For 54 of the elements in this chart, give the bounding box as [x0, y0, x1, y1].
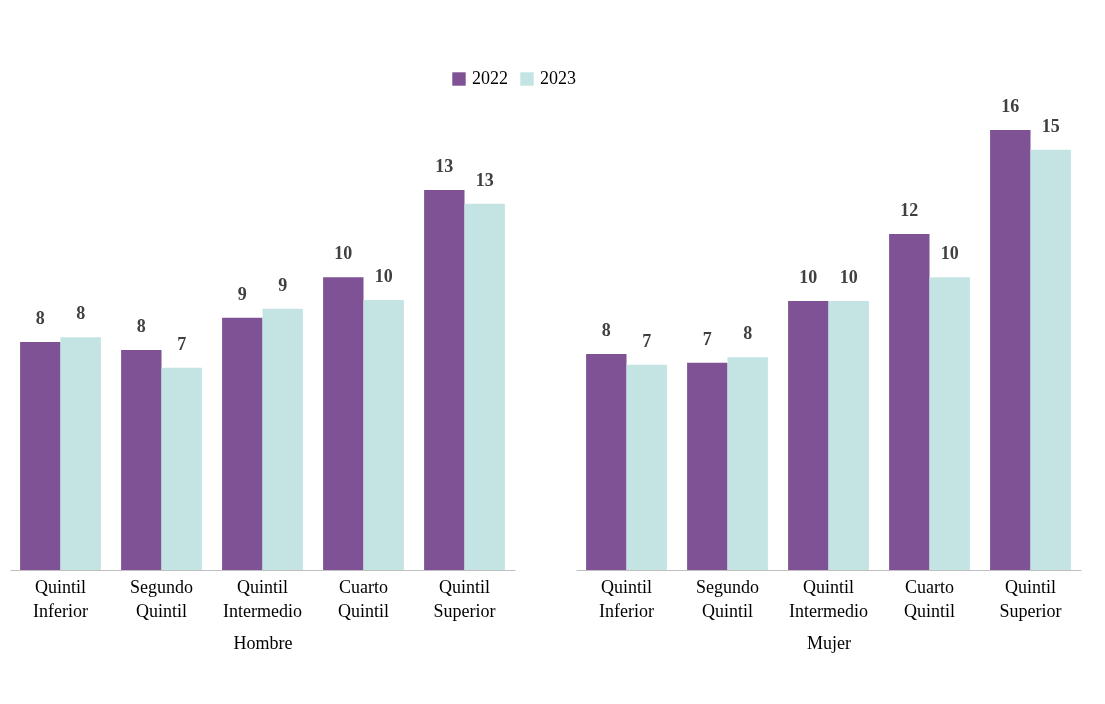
bar — [60, 337, 101, 570]
data-label: 8 — [601, 319, 611, 340]
data-label: 7 — [177, 333, 187, 354]
data-label: 10 — [799, 267, 818, 288]
bar — [828, 301, 869, 570]
bar — [788, 301, 829, 570]
bar — [990, 130, 1031, 570]
bar — [889, 234, 930, 570]
data-label: 7 — [642, 330, 652, 351]
x-tick-label: Segundo Quintil — [130, 576, 193, 621]
data-label: 10 — [839, 267, 858, 288]
x-tick-label: Quintil Superior — [999, 576, 1062, 621]
x-tick-label: Quintil Superior — [433, 576, 496, 621]
x-tick-label: Quintil Inferior — [33, 576, 88, 621]
data-label: 7 — [702, 328, 712, 349]
bar — [323, 277, 364, 570]
bar — [727, 357, 768, 570]
data-label: 9 — [278, 274, 288, 295]
data-label: 8 — [743, 323, 753, 344]
data-label: 15 — [1041, 115, 1060, 136]
data-label: 10 — [334, 243, 353, 264]
x-tick-label: Quintil Inferior — [599, 576, 654, 621]
bar — [222, 317, 263, 570]
data-label: 12 — [900, 200, 919, 221]
x-tick-label: Cuarto Quintil — [337, 576, 390, 621]
x-tick-label: Cuarto Quintil — [903, 576, 956, 621]
bar — [1030, 149, 1071, 570]
x-tick-label: Quintil Intermedio — [789, 576, 868, 621]
data-label: 10 — [940, 243, 959, 264]
bar — [20, 342, 61, 570]
data-label: 16 — [1001, 96, 1020, 116]
legend-label: 2023 — [540, 68, 576, 88]
data-label: 8 — [35, 308, 45, 329]
data-label: 8 — [76, 303, 86, 324]
data-label: 9 — [237, 283, 247, 304]
bar — [929, 277, 970, 570]
bar — [161, 367, 202, 570]
bar — [363, 299, 404, 570]
x-axis-title: Hombre — [233, 632, 293, 653]
bar — [626, 364, 667, 570]
x-tick-label: Quintil Intermedio — [223, 576, 302, 621]
data-label: 8 — [136, 316, 146, 336]
x-tick-label: Segundo Quintil — [696, 576, 759, 621]
x-axis-title: Mujer — [807, 632, 851, 653]
data-label: 13 — [475, 169, 494, 190]
legend-label: 2022 — [472, 68, 508, 88]
data-label: 10 — [374, 265, 393, 286]
bar — [687, 362, 728, 570]
bar — [262, 308, 303, 570]
bar — [464, 203, 505, 570]
bar — [121, 350, 162, 570]
data-label: 13 — [435, 155, 454, 176]
bar — [586, 353, 627, 570]
bar — [424, 189, 465, 570]
